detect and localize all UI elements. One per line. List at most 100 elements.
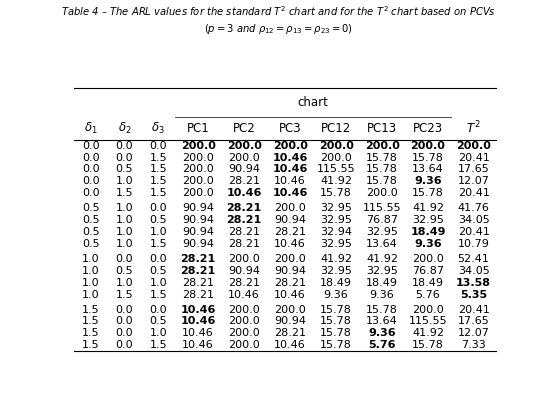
Text: 90.94: 90.94 [274,266,306,276]
Text: PC23: PC23 [413,122,443,135]
Text: 1.5: 1.5 [82,328,100,338]
Text: 10.46: 10.46 [229,290,260,300]
Text: 200.0: 200.0 [319,140,354,151]
Text: 5.76: 5.76 [416,290,440,300]
Text: 13.64: 13.64 [412,164,444,174]
Text: 15.78: 15.78 [320,328,352,338]
Text: PC2: PC2 [233,122,256,135]
Text: 32.95: 32.95 [320,215,352,225]
Text: 200.0: 200.0 [365,140,400,151]
Text: 200.0: 200.0 [182,164,214,174]
Text: 0.5: 0.5 [116,164,133,174]
Text: 0.0: 0.0 [82,176,100,186]
Text: 28.21: 28.21 [228,176,260,186]
Text: $\delta_3$: $\delta_3$ [151,121,165,136]
Text: 200.0: 200.0 [229,328,260,338]
Text: PC1: PC1 [187,122,210,135]
Text: 115.55: 115.55 [317,164,355,174]
Text: 15.78: 15.78 [320,188,352,198]
Text: 17.65: 17.65 [458,164,489,174]
Text: 20.41: 20.41 [458,152,489,162]
Text: 90.94: 90.94 [182,239,214,249]
Text: 1.0: 1.0 [150,227,167,237]
Text: 1.5: 1.5 [150,188,167,198]
Text: 200.0: 200.0 [411,140,445,151]
Text: 34.05: 34.05 [458,215,489,225]
Text: 90.94: 90.94 [182,227,214,237]
Text: 90.94: 90.94 [274,316,306,326]
Text: 28.21: 28.21 [182,278,214,288]
Text: 9.36: 9.36 [324,290,349,300]
Text: 0.0: 0.0 [116,152,133,162]
Text: 0.0: 0.0 [150,304,167,314]
Text: 13.58: 13.58 [456,278,491,288]
Text: 41.92: 41.92 [366,254,398,264]
Text: 200.0: 200.0 [366,188,398,198]
Text: 28.21: 28.21 [228,227,260,237]
Text: 10.79: 10.79 [458,239,489,249]
Text: 28.21: 28.21 [228,278,260,288]
Text: 10.46: 10.46 [226,188,262,198]
Text: 15.78: 15.78 [366,164,398,174]
Text: 0.5: 0.5 [82,203,100,213]
Text: 32.95: 32.95 [366,227,398,237]
Text: chart: chart [297,96,329,109]
Text: 200.0: 200.0 [274,254,306,264]
Text: 28.21: 28.21 [226,203,262,213]
Text: 20.41: 20.41 [458,188,489,198]
Text: 28.21: 28.21 [274,227,306,237]
Text: 90.94: 90.94 [228,164,260,174]
Text: 10.46: 10.46 [274,239,306,249]
Text: 1.5: 1.5 [82,316,100,326]
Text: 0.0: 0.0 [150,254,167,264]
Text: 200.0: 200.0 [181,140,216,151]
Text: PC3: PC3 [279,122,301,135]
Text: $\delta_2$: $\delta_2$ [118,121,131,136]
Text: 1.5: 1.5 [116,188,133,198]
Text: 15.78: 15.78 [412,340,444,350]
Text: 5.35: 5.35 [460,290,487,300]
Text: 200.0: 200.0 [412,254,444,264]
Text: 28.21: 28.21 [182,290,214,300]
Text: 200.0: 200.0 [229,304,260,314]
Text: 90.94: 90.94 [182,215,214,225]
Text: 28.21: 28.21 [181,254,216,264]
Text: 28.21: 28.21 [274,278,306,288]
Text: 1.0: 1.0 [150,278,167,288]
Text: 9.36: 9.36 [370,290,394,300]
Text: 1.0: 1.0 [116,278,133,288]
Text: 1.5: 1.5 [82,304,100,314]
Text: 1.5: 1.5 [116,290,133,300]
Text: 1.5: 1.5 [82,340,100,350]
Text: 0.0: 0.0 [82,152,100,162]
Text: 200.0: 200.0 [229,152,260,162]
Text: 0.5: 0.5 [150,266,167,276]
Text: 10.46: 10.46 [272,152,308,162]
Text: 1.5: 1.5 [150,290,167,300]
Text: 12.07: 12.07 [458,328,489,338]
Text: 18.49: 18.49 [410,227,446,237]
Text: 0.0: 0.0 [82,188,100,198]
Text: 18.49: 18.49 [412,278,444,288]
Text: 10.46: 10.46 [272,188,308,198]
Text: 1.0: 1.0 [150,328,167,338]
Text: 15.78: 15.78 [366,304,398,314]
Text: 0.5: 0.5 [82,239,100,249]
Text: 15.78: 15.78 [412,152,444,162]
Text: 200.0: 200.0 [182,176,214,186]
Text: 200.0: 200.0 [227,140,261,151]
Text: 200.0: 200.0 [456,140,491,151]
Text: 7.33: 7.33 [461,340,486,350]
Text: 18.49: 18.49 [366,278,398,288]
Text: 1.5: 1.5 [150,164,167,174]
Text: 15.78: 15.78 [366,152,398,162]
Text: 1.0: 1.0 [82,254,100,264]
Text: 10.46: 10.46 [182,328,214,338]
Text: 1.5: 1.5 [150,152,167,162]
Text: 15.78: 15.78 [320,316,352,326]
Text: 32.94: 32.94 [320,227,352,237]
Text: 10.46: 10.46 [274,176,306,186]
Text: Table 4 – The ARL values for the standard $T^2$ chart and for the $T^2$ chart ba: Table 4 – The ARL values for the standar… [61,4,495,18]
Text: 52.41: 52.41 [458,254,489,264]
Text: 10.46: 10.46 [272,164,308,174]
